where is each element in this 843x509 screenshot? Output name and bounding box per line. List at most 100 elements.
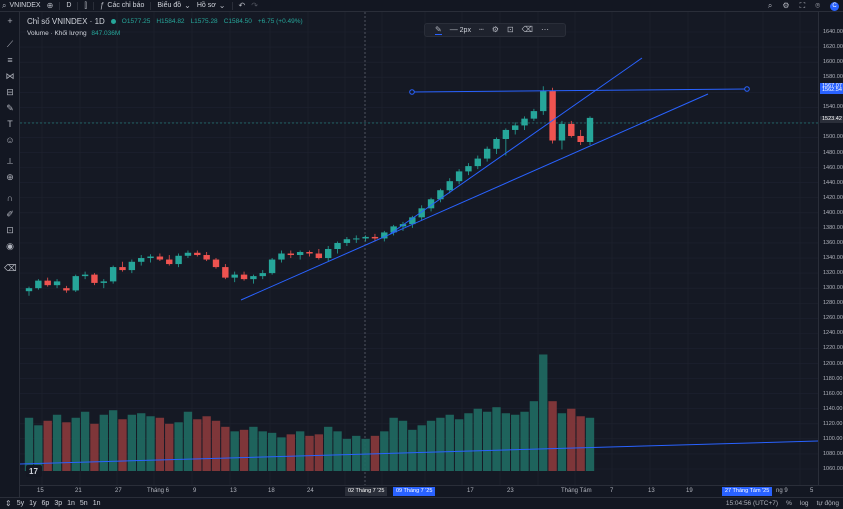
trendline-icon[interactable]: ⟋ xyxy=(6,39,14,49)
more-icon[interactable]: ⋯ xyxy=(540,25,549,34)
price-tick: 1540.00 xyxy=(823,104,843,111)
publish-icon[interactable]: C xyxy=(830,1,839,11)
price-tick: 1580.00 xyxy=(823,74,843,81)
volume-trendline[interactable] xyxy=(20,440,818,465)
collapse-icon[interactable]: ⇕ xyxy=(5,498,12,508)
text-icon[interactable]: T xyxy=(7,119,13,129)
lock-icon[interactable]: ⊡ xyxy=(506,25,514,34)
volume-bar xyxy=(529,401,539,471)
trash-icon[interactable]: ⌫ xyxy=(521,25,533,34)
lock-icon[interactable]: ⊡ xyxy=(6,225,14,235)
candle-body xyxy=(306,252,313,254)
price-tick: 1440.00 xyxy=(823,179,843,186)
volume-value: 847.036M xyxy=(91,30,121,37)
stay-drawing-icon[interactable]: ✐ xyxy=(6,209,14,219)
price-tick: 1400.00 xyxy=(823,209,843,216)
candles-icon[interactable]: ⫿ xyxy=(84,0,87,10)
range-button[interactable]: 6p xyxy=(41,500,50,507)
trendline-upper[interactable] xyxy=(389,57,643,235)
price-tick: 1200.00 xyxy=(823,360,843,367)
candle-body xyxy=(502,129,510,139)
pattern-icon[interactable]: ⋈ xyxy=(5,71,15,81)
range-button[interactable]: 1n xyxy=(67,500,75,507)
divider xyxy=(150,1,152,10)
indicators-button[interactable]: ƒ Các chỉ báo xyxy=(100,1,144,10)
candle-body xyxy=(287,253,294,256)
candle-body xyxy=(362,236,369,239)
volume-bar xyxy=(127,414,137,471)
interval-button[interactable]: D xyxy=(66,2,72,9)
candle-body xyxy=(128,261,136,271)
log-toggle[interactable]: log xyxy=(799,500,809,507)
fullscreen-icon[interactable]: ⛶ xyxy=(799,1,806,10)
candle-body xyxy=(465,166,472,172)
ray-handle-right[interactable] xyxy=(744,86,750,92)
time-tick: 9 xyxy=(193,488,197,494)
range-button[interactable]: 1n xyxy=(92,500,101,507)
candle-body xyxy=(240,274,248,280)
add-symbol-icon[interactable]: ⊕ xyxy=(46,0,54,10)
volume-bar xyxy=(324,426,333,471)
candle-body xyxy=(175,255,182,265)
price-scale[interactable]: 1640.001620.001600.001580.001560.001540.… xyxy=(818,12,843,485)
range-button[interactable]: 5n xyxy=(79,500,88,507)
chart-type-dropdown[interactable]: Biểu đồ ⌄ xyxy=(157,1,190,10)
symbol-label: VNINDEX xyxy=(9,2,41,9)
candle-body xyxy=(250,276,257,280)
search-icon[interactable]: ⌕ xyxy=(767,1,773,10)
horizontal-ray[interactable] xyxy=(411,88,748,93)
ruler-icon[interactable]: ⟂ xyxy=(6,156,13,166)
range-button[interactable]: 5y xyxy=(16,500,25,507)
price-tick: 1380.00 xyxy=(823,224,843,231)
auto-scale-toggle[interactable]: tự động xyxy=(816,500,839,507)
candle-body xyxy=(446,181,453,191)
percent-toggle[interactable]: % xyxy=(786,500,792,507)
price-tick: 1340.00 xyxy=(823,255,843,262)
volume-bar xyxy=(389,417,398,471)
line-color-icon[interactable]: ✎ xyxy=(435,24,442,35)
volume-bar xyxy=(333,431,342,471)
tradingview-logo-text: 17 xyxy=(29,467,38,476)
time-axis[interactable]: 15 21 27 Tháng 6 9 13 18 24 17 23 Tháng Tám 7 13 19 ng… xyxy=(20,485,843,497)
price-tick: 1420.00 xyxy=(823,194,843,201)
projection-icon[interactable]: ⊟ xyxy=(6,87,14,97)
candle-body xyxy=(278,253,285,260)
candle-body xyxy=(296,252,304,256)
line-width-control[interactable]: — 2px xyxy=(450,26,471,35)
redo-icon[interactable]: ↷ xyxy=(251,0,258,10)
camera-icon[interactable]: ⌾ xyxy=(815,1,820,10)
brush-icon[interactable]: ✎ xyxy=(6,103,14,113)
volume-bar xyxy=(473,408,482,471)
range-button[interactable]: 1y xyxy=(29,500,37,507)
ray-handle-left[interactable] xyxy=(409,89,415,95)
undo-icon[interactable]: ↶ xyxy=(238,0,246,10)
volume-bar xyxy=(108,410,118,471)
emoji-icon[interactable]: ☺ xyxy=(5,135,15,145)
price-tick: 1060.00 xyxy=(823,466,843,472)
volume-bar xyxy=(118,419,127,471)
symbol-search[interactable]: ⌕ VNINDEX xyxy=(2,1,41,10)
magnet-icon[interactable]: ∩ xyxy=(6,193,14,203)
gear-icon[interactable]: ⚙ xyxy=(491,25,499,34)
trash-icon[interactable]: ⌫ xyxy=(4,263,17,273)
candle-body xyxy=(549,90,556,141)
time-tick: 17 xyxy=(467,488,474,494)
volume-bar xyxy=(454,419,464,471)
range-button[interactable]: 3p xyxy=(54,500,63,507)
crosshair-icon[interactable]: + xyxy=(7,16,13,26)
profile-dropdown[interactable]: Hồ sơ ⌄ xyxy=(197,1,226,10)
trendline-lower[interactable] xyxy=(240,93,709,301)
time-tick: Tháng 6 xyxy=(147,488,170,494)
volume-bar xyxy=(62,422,71,471)
fib-icon[interactable]: ≡ xyxy=(7,55,13,65)
gear-icon[interactable]: ⚙ xyxy=(782,1,790,10)
candle-body xyxy=(493,138,500,149)
volume-bar xyxy=(426,420,436,471)
volume-bar xyxy=(174,422,183,471)
price-chart[interactable]: 17 xyxy=(20,12,818,485)
candle-body xyxy=(166,259,173,265)
zoom-icon[interactable]: ⊕ xyxy=(6,172,14,182)
eye-icon[interactable]: ◉ xyxy=(6,241,14,251)
volume-bar xyxy=(230,431,239,471)
line-style-icon[interactable]: ┄ xyxy=(478,25,484,34)
